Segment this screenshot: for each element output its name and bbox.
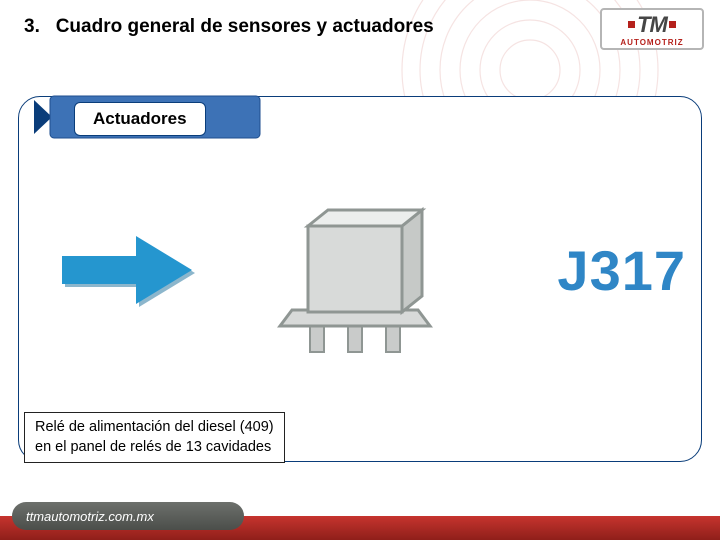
section-number: 3.	[24, 16, 40, 37]
footer-pill: ttmautomotriz.com.mx	[12, 502, 244, 530]
page-title: 3. Cuadro general de sensores y actuador…	[24, 16, 434, 38]
footer-url: ttmautomotriz.com.mx	[26, 509, 154, 524]
logo-subtitle: AUTOMOTRIZ	[620, 38, 683, 47]
logo-square-icon	[669, 21, 676, 28]
title-text: Cuadro general de sensores y actuadores	[56, 16, 434, 37]
caption-line-1: Relé de alimentación del diesel (409)	[35, 418, 274, 438]
relay-icon	[270, 170, 440, 360]
caption-line-2: en el panel de relés de 13 cavidades	[35, 438, 274, 458]
logo-text: TM	[637, 12, 667, 38]
caption-box: Relé de alimentación del diesel (409) en…	[24, 412, 285, 463]
arrow-icon	[58, 230, 198, 310]
logo-square-icon	[628, 21, 635, 28]
component-code: J317	[557, 238, 686, 303]
brand-logo: TM AUTOMOTRIZ	[600, 8, 704, 50]
logo-top: TM	[628, 12, 676, 38]
footer: ttmautomotriz.com.mx	[0, 494, 720, 540]
tab-label: Actuadores	[74, 102, 206, 136]
